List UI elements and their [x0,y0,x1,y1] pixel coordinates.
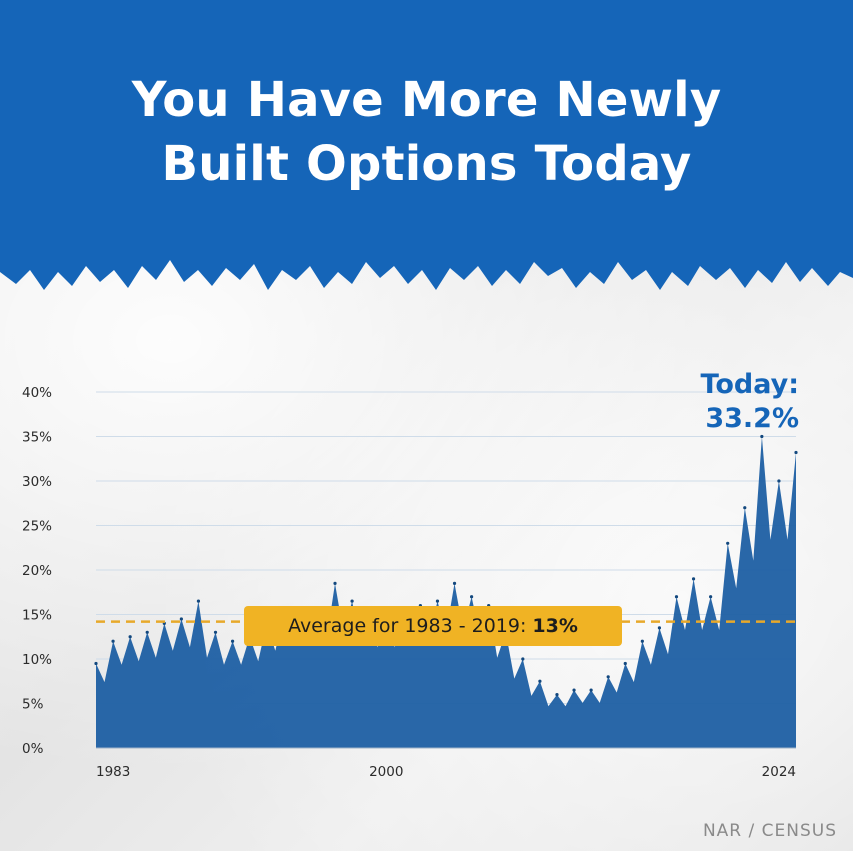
y-tick-25: 25% [22,519,52,535]
data-point-1990 [213,630,218,634]
today-value: 33.2% [705,403,799,434]
data-point-2012 [589,688,593,692]
y-tick-40: 40% [22,385,52,401]
average-badge: Average for 1983 - 2019: 13% [244,606,622,646]
data-point-1986 [145,630,149,634]
data-point-2003 [435,599,440,603]
y-tick-35: 35% [22,430,52,446]
average-badge-label: Average for 1983 - 2019: [288,615,527,637]
y-tick-20: 20% [22,563,52,579]
data-point-2011 [572,688,576,692]
data-point-1991 [230,639,235,643]
data-point-2017 [674,595,679,599]
data-point-2014 [623,661,627,666]
data-point-1998 [350,599,354,603]
data-point-1988 [179,617,183,621]
today-callout: Today: 33.2% [701,368,800,436]
page-title: You Have More Newly Built Options Today [0,68,853,196]
title-line-1: You Have More Newly [131,72,722,128]
y-tick-5: 5% [22,697,44,713]
data-point-1997 [333,581,337,585]
data-point-2004 [452,581,457,585]
data-point-2020 [726,541,730,545]
data-point-2021 [743,506,747,510]
data-point-2009 [538,679,542,683]
data-point-1984 [111,639,115,643]
source-credit: NAR / CENSUS [702,821,837,841]
data-point-2024 [794,450,798,455]
data-point-2010 [555,693,559,697]
data-point-1989 [196,599,201,603]
today-label: Today: [700,369,800,400]
data-point-2008 [521,657,525,661]
title-line-2: Built Options Today [161,136,692,192]
y-tick-15: 15% [22,608,52,624]
data-point-2005 [470,595,474,599]
x-tick-2024: 2024 [762,764,796,780]
data-point-2019 [709,595,713,599]
data-point-2013 [606,675,610,679]
x-tick-2000: 2000 [369,764,403,780]
data-point-2015 [640,639,644,643]
y-tick-0: 0% [22,741,44,757]
area-series [96,436,796,748]
data-point-2022 [760,434,764,439]
data-point-2016 [657,626,662,630]
header-banner: You Have More Newly Built Options Today [0,0,853,330]
data-point-2018 [691,577,696,581]
data-point-1985 [128,635,132,639]
data-point-1983 [94,661,98,666]
average-badge-value: 13% [532,615,578,637]
y-tick-10: 10% [22,652,52,668]
header-blue-shape [0,0,853,290]
x-tick-1983: 1983 [96,764,130,780]
torn-paper-edge [0,0,853,290]
data-point-2023 [777,479,781,483]
y-tick-30: 30% [22,474,52,490]
